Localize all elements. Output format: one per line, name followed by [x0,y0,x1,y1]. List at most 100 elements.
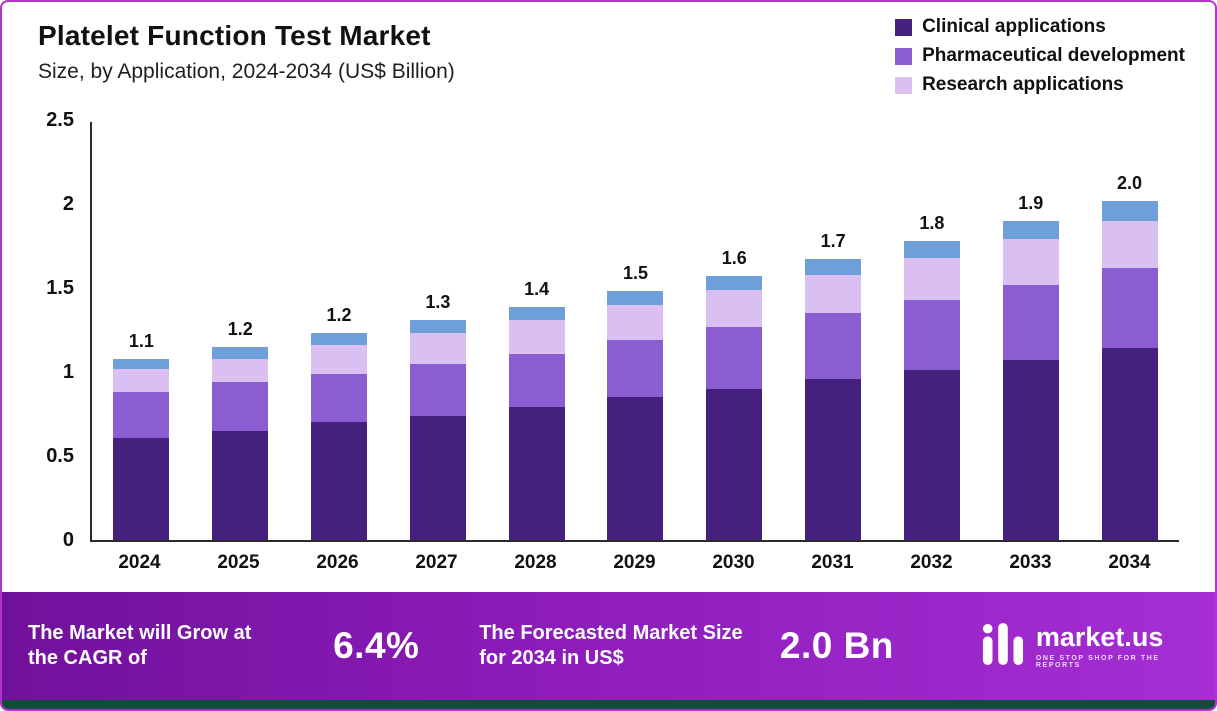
legend-item: Pharmaceutical development [895,45,1185,67]
bar-segment [805,378,862,540]
bar-column: 1.1 [92,122,191,540]
bar-total-label: 1.2 [326,305,352,326]
bar-segment [409,333,466,364]
bar-total-label: 1.4 [524,278,550,299]
legend-swatch [895,47,913,65]
bar-stack [311,333,368,540]
y-tick-label: 1 [62,361,74,383]
bar-segment [1002,220,1059,240]
cagr-label: The Market will Grow at the CAGR of [28,622,252,669]
bar-segment [212,346,269,359]
bar-total-label: 1.2 [227,318,253,339]
bar-segment [212,358,269,383]
x-tick-label: 2025 [217,552,260,573]
x-tick-label: 2029 [613,552,656,573]
bar-column: 1.5 [586,122,685,540]
bar-total-label: 1.5 [622,263,648,284]
bar-column: 1.2 [191,122,290,540]
bar-segment [1002,360,1059,540]
y-axis: 0 0.5 1 1.5 2 2.5 [2,109,90,551]
y-tick-label: 0.5 [46,445,74,467]
x-tick-label: 2033 [1009,552,1052,573]
legend: Clinical applications Pharmaceutical deve… [895,16,1185,96]
bar-total-label: 1.3 [425,291,451,312]
x-tick-label: 2024 [118,552,161,573]
bar-segment [508,407,565,540]
brand-name: market.us [1035,621,1164,652]
bar-segment [409,415,466,540]
x-tick-label: 2030 [712,552,755,573]
forecast-label: The Forecasted Market Size for 2034 in U… [479,622,743,669]
legend-swatch [895,76,913,94]
y-tick-label: 2.5 [46,109,74,131]
bar-segment [903,299,960,371]
bar-total-label: 1.7 [820,231,846,252]
bar-segment [508,353,565,408]
bar-total-label: 1.9 [1018,192,1044,213]
chart-title: Platelet Function Test Market [38,20,431,51]
bar-segment [311,333,368,346]
bar-stack [409,319,466,540]
bar-segment [607,397,664,540]
bar-column: 1.9 [981,122,1080,540]
bar-total-label: 1.8 [919,212,945,233]
bar-segment [706,326,763,389]
bar-stack [1002,220,1059,540]
bar-segment [607,291,664,305]
bar-segment [113,368,170,393]
bar-segment [508,319,565,354]
bar-segment [1101,200,1158,221]
bar-stack [212,346,269,540]
brand-logo: market.us ONE STOP SHOP FOR THE REPORTS [980,621,1189,670]
bar-segment [311,422,368,540]
bar-column: 1.6 [685,122,784,540]
bar-stack [508,306,565,540]
legend-label: Pharmaceutical development [922,45,1185,66]
bar-segment [311,345,368,374]
footer-banner: The Market will Grow at the CAGR of 6.4%… [2,592,1215,700]
legend-label: Clinical applications [922,16,1106,37]
bar-column: 1.4 [487,122,586,540]
x-axis-labels: 2024 2025 2026 2027 2028 2029 2030 2031 2032 2033… [90,552,1179,574]
bar-segment [311,373,368,423]
cagr-value: 6.4% [333,625,420,666]
bar-segment [706,289,763,327]
bar-column: 1.7 [784,122,883,540]
bar-segment [805,274,862,314]
bar-segment [706,276,763,290]
y-tick-label: 0 [62,529,74,551]
bar-segment [805,259,862,275]
plot-wrap: 0 0.5 1 1.5 2 2.5 1.1 1.2 1.2 1.3 1.4 1.5 1.6 1.7 1.8… [2,109,1185,592]
bar-segment [508,306,565,320]
legend-swatch [895,18,913,36]
plot-area: 1.1 1.2 1.2 1.3 1.4 1.5 1.6 1.7 1.8 1.9 2.0 [90,122,1179,542]
bar-column: 1.3 [388,122,487,540]
x-tick-label: 2034 [1108,552,1151,573]
bar-segment [409,363,466,416]
legend-item: Research applications [895,74,1185,96]
bar-segment [409,319,466,334]
x-tick-label: 2032 [910,552,953,573]
bar-stack [805,259,862,540]
bar-column: 1.8 [883,122,982,540]
bar-stack [903,240,960,540]
brand-text: market.us ONE STOP SHOP FOR THE REPORTS [1035,621,1189,669]
bar-segment [1101,348,1158,540]
marketus-logo-icon [980,622,1026,670]
bar-total-label: 2.0 [1117,172,1143,193]
x-tick-label: 2031 [811,552,854,573]
x-tick-label: 2028 [514,552,557,573]
bar-segment [607,340,664,398]
bar-segment [1002,284,1059,361]
y-tick-label: 2 [62,193,74,215]
bar-total-label: 1.6 [721,248,747,269]
forecast-value: 2.0 Bn [779,625,894,666]
bar-segment [607,304,664,341]
chart-header: Platelet Function Test Market Size, by A… [2,2,1215,112]
bar-segment [113,392,170,438]
bar-segment [1101,267,1158,349]
bottom-strip [2,700,1215,709]
bar-segment [212,382,269,431]
bar-stack [1101,200,1158,540]
